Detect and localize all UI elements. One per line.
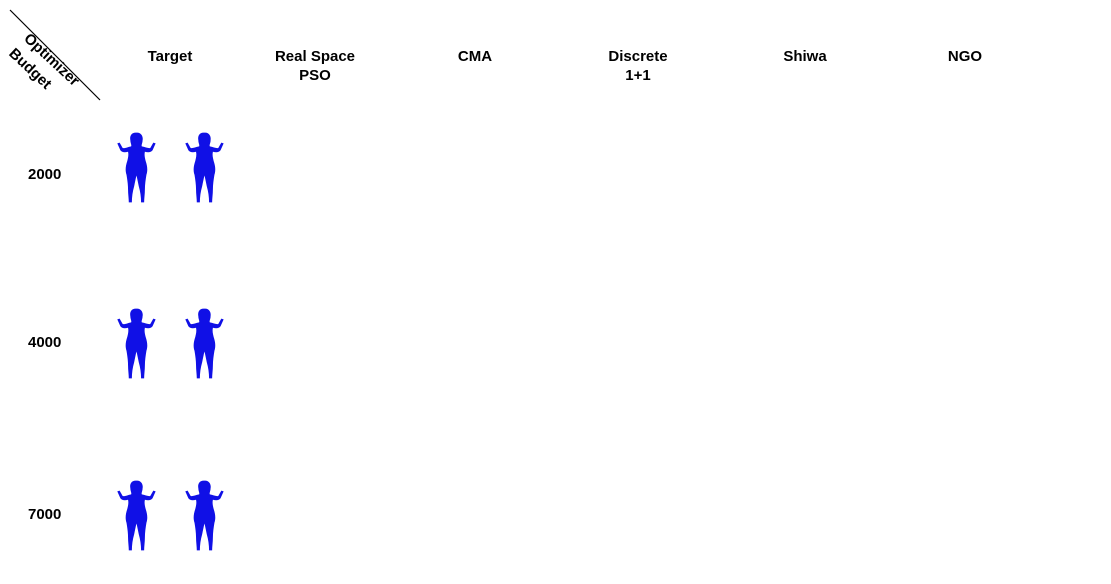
- body-figure-ngo-2000-back: [978, 120, 1024, 215]
- body-figure-target-4000-front: [115, 296, 161, 391]
- body-figure-target-7000-front: [115, 468, 161, 563]
- corner-header: Optimizer Budget: [0, 0, 110, 110]
- body-figure-discrete-4000-back: [650, 296, 696, 391]
- row-label-4000: 4000: [28, 334, 62, 351]
- column-header-cma: CMA: [457, 48, 493, 65]
- body-figure-cma-4000-front: [420, 296, 466, 391]
- body-figure-shiwa-4000-front: [752, 296, 798, 391]
- body-figure-pso-2000-back: [331, 120, 377, 215]
- body-figure-ngo-4000-back: [978, 296, 1024, 391]
- corner-diagonal-line: [9, 9, 101, 101]
- body-figure-cma-2000-back: [488, 120, 534, 215]
- body-figure-discrete-7000-back: [650, 468, 696, 563]
- body-figure-shiwa-7000-front: [752, 468, 798, 563]
- body-figure-pso-2000-front: [263, 120, 309, 215]
- row-label-2000: 2000: [28, 166, 62, 183]
- body-figure-pso-7000-back: [331, 468, 377, 563]
- body-figure-target-7000-back: [183, 468, 229, 563]
- column-header-target: Target: [147, 48, 193, 65]
- body-figure-target-2000-back: [183, 120, 229, 215]
- body-figure-ngo-7000-front: [910, 468, 956, 563]
- body-figure-pso-4000-back: [331, 296, 377, 391]
- body-figure-cma-7000-back: [488, 468, 534, 563]
- body-figure-cma-2000-front: [420, 120, 466, 215]
- body-figure-pso-4000-front: [263, 296, 309, 391]
- body-figure-target-2000-front: [115, 120, 161, 215]
- body-figure-cma-4000-back: [488, 296, 534, 391]
- column-header-ngo: NGO: [947, 48, 983, 65]
- column-header-shiwa: Shiwa: [783, 48, 827, 65]
- body-figure-discrete-7000-front: [582, 468, 628, 563]
- body-figure-ngo-7000-back: [978, 468, 1024, 563]
- body-figure-shiwa-2000-front: [752, 120, 798, 215]
- body-figure-target-4000-back: [183, 296, 229, 391]
- body-figure-ngo-2000-front: [910, 120, 956, 215]
- body-figure-pso-7000-front: [263, 468, 309, 563]
- body-figure-shiwa-2000-back: [820, 120, 866, 215]
- row-label-7000: 7000: [28, 506, 62, 523]
- body-figure-shiwa-4000-back: [820, 296, 866, 391]
- body-figure-shiwa-7000-back: [820, 468, 866, 563]
- column-header-pso: Real Space PSO: [274, 48, 356, 84]
- body-figure-discrete-4000-front: [582, 296, 628, 391]
- body-figure-discrete-2000-front: [582, 120, 628, 215]
- column-header-discrete: Discrete 1+1: [608, 48, 668, 84]
- body-figure-ngo-4000-front: [910, 296, 956, 391]
- body-figure-discrete-2000-back: [650, 120, 696, 215]
- body-figure-cma-7000-front: [420, 468, 466, 563]
